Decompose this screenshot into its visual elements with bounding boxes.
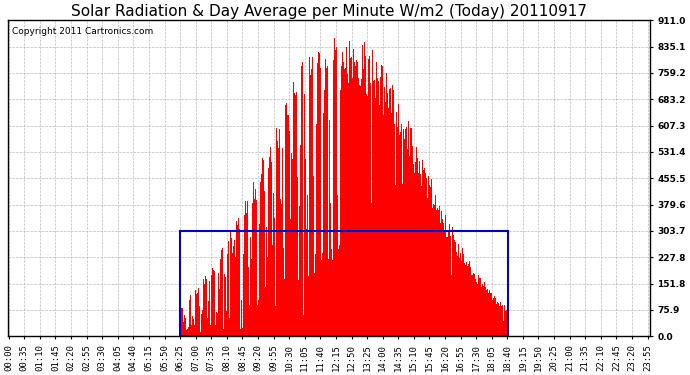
Bar xyxy=(180,231,508,336)
Title: Solar Radiation & Day Average per Minute W/m2 (Today) 20110917: Solar Radiation & Day Average per Minute… xyxy=(71,4,587,19)
Text: Copyright 2011 Cartronics.com: Copyright 2011 Cartronics.com xyxy=(12,27,153,36)
